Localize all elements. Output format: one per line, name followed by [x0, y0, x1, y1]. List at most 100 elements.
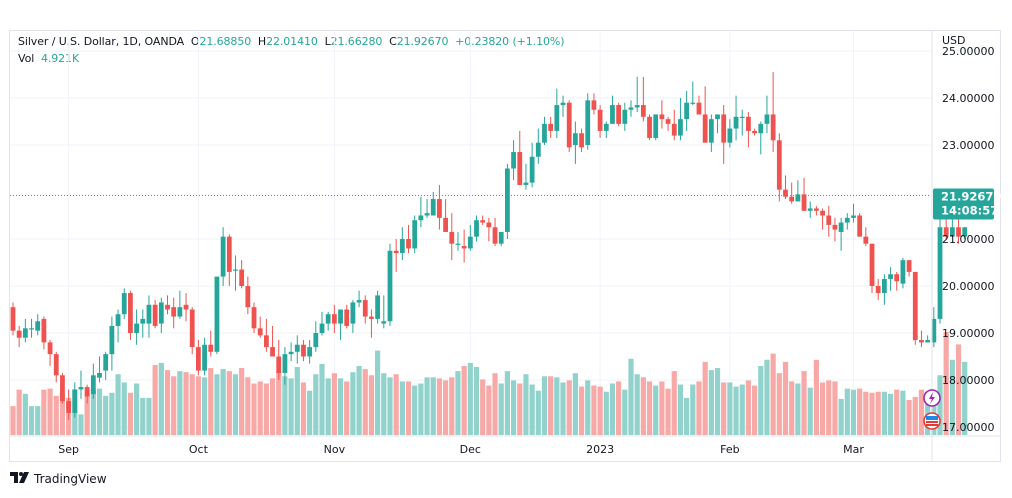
candle[interactable]	[350, 300, 356, 333]
candle[interactable]	[962, 227, 968, 239]
candle[interactable]	[60, 372, 65, 404]
candle[interactable]	[919, 330, 924, 348]
candle[interactable]	[925, 335, 931, 343]
candle[interactable]	[189, 307, 195, 355]
candle[interactable]	[820, 208, 825, 230]
candle[interactable]	[647, 114, 652, 141]
candle[interactable]	[474, 215, 479, 242]
candle[interactable]	[307, 340, 313, 364]
candle[interactable]	[597, 105, 603, 138]
candle[interactable]	[529, 142, 535, 188]
candle[interactable]	[276, 340, 282, 380]
candle[interactable]	[270, 325, 275, 357]
candle[interactable]	[789, 182, 795, 204]
candle[interactable]	[22, 318, 28, 343]
candle[interactable]	[535, 128, 541, 164]
candle[interactable]	[572, 121, 578, 164]
candle[interactable]	[696, 95, 702, 115]
candle[interactable]	[776, 133, 782, 202]
candle[interactable]	[610, 95, 615, 124]
candle[interactable]	[226, 234, 232, 286]
candle[interactable]	[455, 231, 461, 251]
candle[interactable]	[733, 95, 739, 141]
candle[interactable]	[690, 81, 696, 106]
candle[interactable]	[369, 309, 374, 338]
lightning-event-icon[interactable]	[923, 389, 941, 407]
candle[interactable]	[412, 215, 418, 254]
candle[interactable]	[875, 278, 881, 301]
candle[interactable]	[591, 93, 597, 115]
candle[interactable]	[331, 304, 337, 333]
candle[interactable]	[121, 288, 127, 319]
candle[interactable]	[511, 140, 516, 181]
candle[interactable]	[35, 314, 41, 336]
candle[interactable]	[72, 382, 78, 418]
candle[interactable]	[461, 229, 467, 263]
candle[interactable]	[628, 100, 634, 117]
candle[interactable]	[177, 290, 183, 319]
tradingview-brand[interactable]: TradingView	[10, 472, 107, 486]
candle[interactable]	[140, 309, 146, 338]
candle[interactable]	[560, 95, 566, 117]
candle[interactable]	[659, 100, 665, 129]
candle[interactable]	[554, 88, 560, 138]
candle[interactable]	[937, 217, 943, 324]
candle[interactable]	[16, 325, 22, 348]
candle[interactable]	[684, 90, 690, 131]
candle[interactable]	[158, 297, 164, 333]
candle[interactable]	[498, 231, 504, 247]
candle[interactable]	[152, 300, 158, 329]
candle[interactable]	[523, 163, 529, 190]
candle[interactable]	[851, 203, 856, 223]
candle[interactable]	[115, 309, 121, 343]
candle[interactable]	[84, 384, 90, 404]
us-flag-event-icon[interactable]	[923, 412, 941, 430]
candle[interactable]	[443, 199, 448, 232]
candle[interactable]	[288, 342, 294, 362]
candle[interactable]	[727, 119, 733, 148]
candle[interactable]	[381, 295, 387, 329]
candle[interactable]	[424, 199, 430, 218]
candle[interactable]	[220, 227, 226, 286]
candle[interactable]	[721, 105, 727, 164]
candle[interactable]	[313, 321, 319, 352]
candle[interactable]	[783, 175, 788, 200]
candle[interactable]	[931, 307, 937, 348]
candle[interactable]	[233, 255, 238, 291]
candle[interactable]	[881, 274, 887, 305]
candle[interactable]	[702, 86, 708, 143]
candle[interactable]	[838, 217, 844, 251]
candle[interactable]	[319, 311, 325, 336]
candle[interactable]	[467, 224, 473, 251]
candle[interactable]	[640, 76, 646, 122]
candle[interactable]	[325, 311, 331, 331]
candle[interactable]	[437, 184, 442, 230]
price-axis[interactable]: 25.00000 24.00000 23.00000 21.00000 20.00000…	[942, 45, 995, 434]
candle[interactable]	[492, 217, 498, 247]
candle[interactable]	[678, 98, 683, 141]
candle[interactable]	[47, 340, 53, 366]
candle[interactable]	[752, 128, 757, 136]
candle[interactable]	[894, 271, 900, 291]
candle[interactable]	[338, 309, 343, 341]
candle[interactable]	[165, 295, 170, 315]
candle[interactable]	[356, 290, 362, 308]
candle[interactable]	[758, 121, 764, 155]
candle[interactable]	[665, 116, 671, 131]
candle[interactable]	[90, 363, 96, 399]
candle[interactable]	[257, 316, 263, 338]
symbol-title[interactable]: Silver / U.S. Dollar, 1D, OANDA	[18, 35, 185, 48]
candle[interactable]	[548, 116, 554, 138]
candle[interactable]	[603, 121, 609, 138]
candle[interactable]	[387, 243, 393, 326]
candle[interactable]	[375, 290, 381, 324]
candle[interactable]	[869, 243, 875, 294]
time-axis[interactable]: Sep Oct Nov Dec 2023 Feb Mar	[58, 443, 864, 456]
candle[interactable]	[41, 316, 47, 350]
candle[interactable]	[746, 112, 751, 148]
candle[interactable]	[807, 201, 813, 218]
candle[interactable]	[171, 297, 177, 329]
candle[interactable]	[263, 318, 269, 352]
candle[interactable]	[29, 318, 34, 338]
